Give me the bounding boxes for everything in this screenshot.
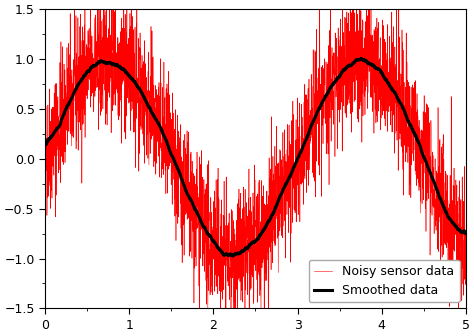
Line: Smoothed data: Smoothed data: [45, 59, 466, 256]
Noisy sensor data: [90, 56, 96, 60]
Noisy sensor data: [42, 141, 48, 145]
Noisy sensor data: [455, 211, 461, 215]
Smoothed data: [115, 64, 121, 68]
Smoothed data: [42, 143, 48, 147]
Smoothed data: [463, 232, 469, 236]
Noisy sensor data: [410, 83, 415, 87]
Smoothed data: [455, 227, 461, 231]
Noisy sensor data: [222, 258, 228, 262]
Legend: Noisy sensor data, Smoothed data: Noisy sensor data, Smoothed data: [309, 260, 460, 302]
Smoothed data: [359, 57, 365, 61]
Noisy sensor data: [204, 302, 210, 306]
Smoothed data: [90, 64, 96, 68]
Smoothed data: [203, 230, 209, 234]
Smoothed data: [222, 252, 228, 256]
Smoothed data: [230, 254, 236, 258]
Noisy sensor data: [463, 248, 469, 252]
Line: Noisy sensor data: Noisy sensor data: [45, 0, 466, 336]
Noisy sensor data: [115, 43, 121, 47]
Smoothed data: [410, 127, 415, 131]
